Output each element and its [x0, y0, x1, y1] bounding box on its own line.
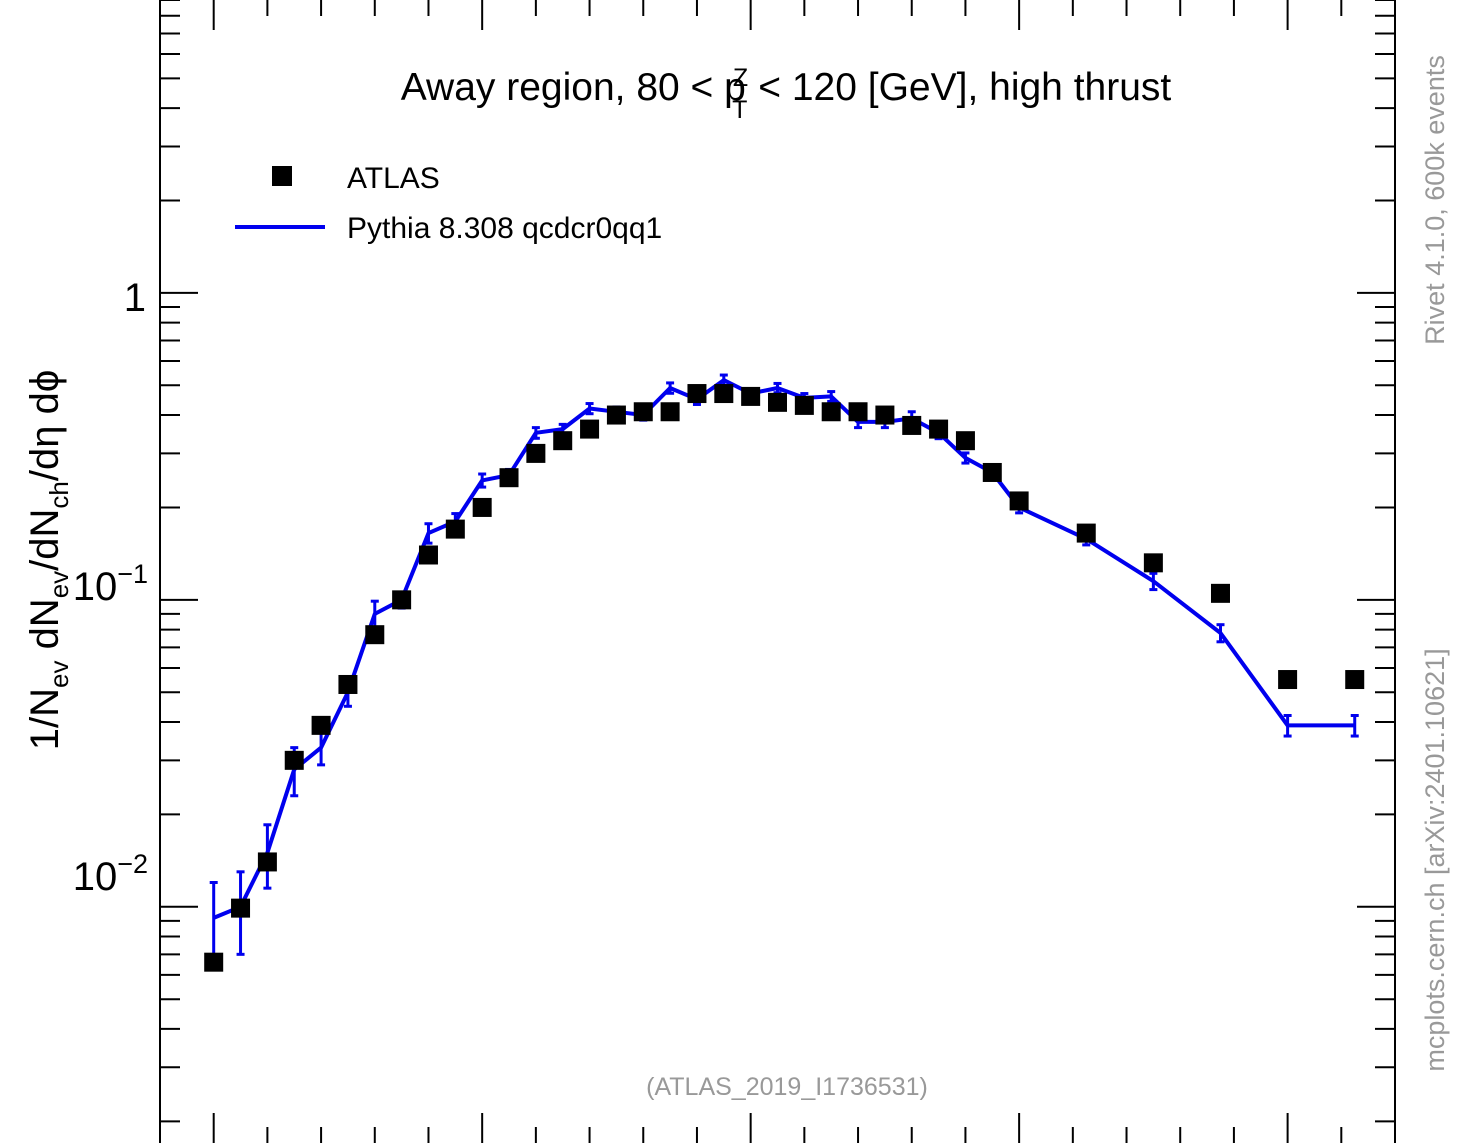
atlas-point — [231, 898, 251, 918]
atlas-point — [553, 431, 573, 451]
atlas-point — [794, 395, 814, 415]
atlas-point — [311, 715, 331, 735]
atlas-point — [257, 852, 277, 872]
reference-label: (ATLAS_2019_I1736531) — [646, 1073, 928, 1101]
title-main: Away region, 80 < p — [401, 66, 746, 109]
atlas-point — [955, 431, 975, 451]
atlas-point — [606, 405, 626, 425]
pythia-line — [212, 378, 1355, 920]
atlas-point — [821, 402, 841, 422]
series-layer — [204, 373, 1365, 972]
atlas-point — [499, 468, 519, 488]
atlas-point — [768, 392, 787, 412]
atlas-point — [1345, 670, 1365, 690]
atlas-point — [1278, 670, 1298, 690]
atlas-point — [660, 402, 680, 422]
legend-pythia-label: Pythia 8.308 qcdcr0qq1 — [347, 212, 662, 245]
atlas-point — [687, 384, 707, 404]
title-sup: Z — [733, 64, 748, 92]
atlas-point — [982, 462, 1002, 482]
atlas-point — [714, 384, 734, 404]
side-text-bottom: mcplots.cern.ch [arXiv:2401.10621] — [1420, 648, 1450, 1071]
atlas-point — [848, 402, 868, 422]
legend-atlas-marker — [272, 166, 292, 186]
side-text-top: Rivet 4.1.0, 600k events — [1420, 55, 1450, 345]
atlas-point — [580, 419, 600, 439]
atlas-point — [1210, 583, 1230, 603]
atlas-point — [875, 405, 895, 425]
title-sub: T — [732, 96, 747, 124]
y-axis-label: 1/Nev dNev/dNch/dη dϕ — [23, 370, 74, 751]
atlas-point — [445, 519, 465, 539]
title-tail: < 120 [GeV], high thrust — [747, 66, 1171, 109]
y-tick-label-0p01: 10−2 — [73, 849, 148, 899]
y-tick-label-0p1: 10−1 — [73, 559, 148, 609]
legend-atlas-label: ATLAS — [347, 162, 440, 195]
axis-ticks — [159, 0, 1396, 1143]
atlas-point — [418, 545, 438, 565]
atlas-point — [741, 386, 761, 406]
y-tick-label-1: 1 — [124, 276, 146, 320]
atlas-point — [633, 402, 653, 422]
atlas-point — [526, 443, 546, 463]
atlas-point — [929, 419, 949, 439]
atlas-point — [472, 497, 492, 517]
chart-title: Away region, 80 < pZ T < 120 [GeV], high … — [401, 64, 1172, 124]
atlas-point — [365, 625, 385, 645]
atlas-point — [1076, 523, 1096, 543]
atlas-point — [284, 750, 304, 770]
atlas-point — [1009, 491, 1029, 511]
legend: ATLAS Pythia 8.308 qcdcr0qq1 — [235, 162, 662, 245]
atlas-point — [392, 590, 412, 610]
plot-frame — [159, 0, 1396, 1143]
atlas-point — [338, 674, 358, 694]
atlas-point — [902, 415, 922, 435]
atlas-point — [204, 952, 224, 972]
atlas-point — [1143, 553, 1163, 573]
